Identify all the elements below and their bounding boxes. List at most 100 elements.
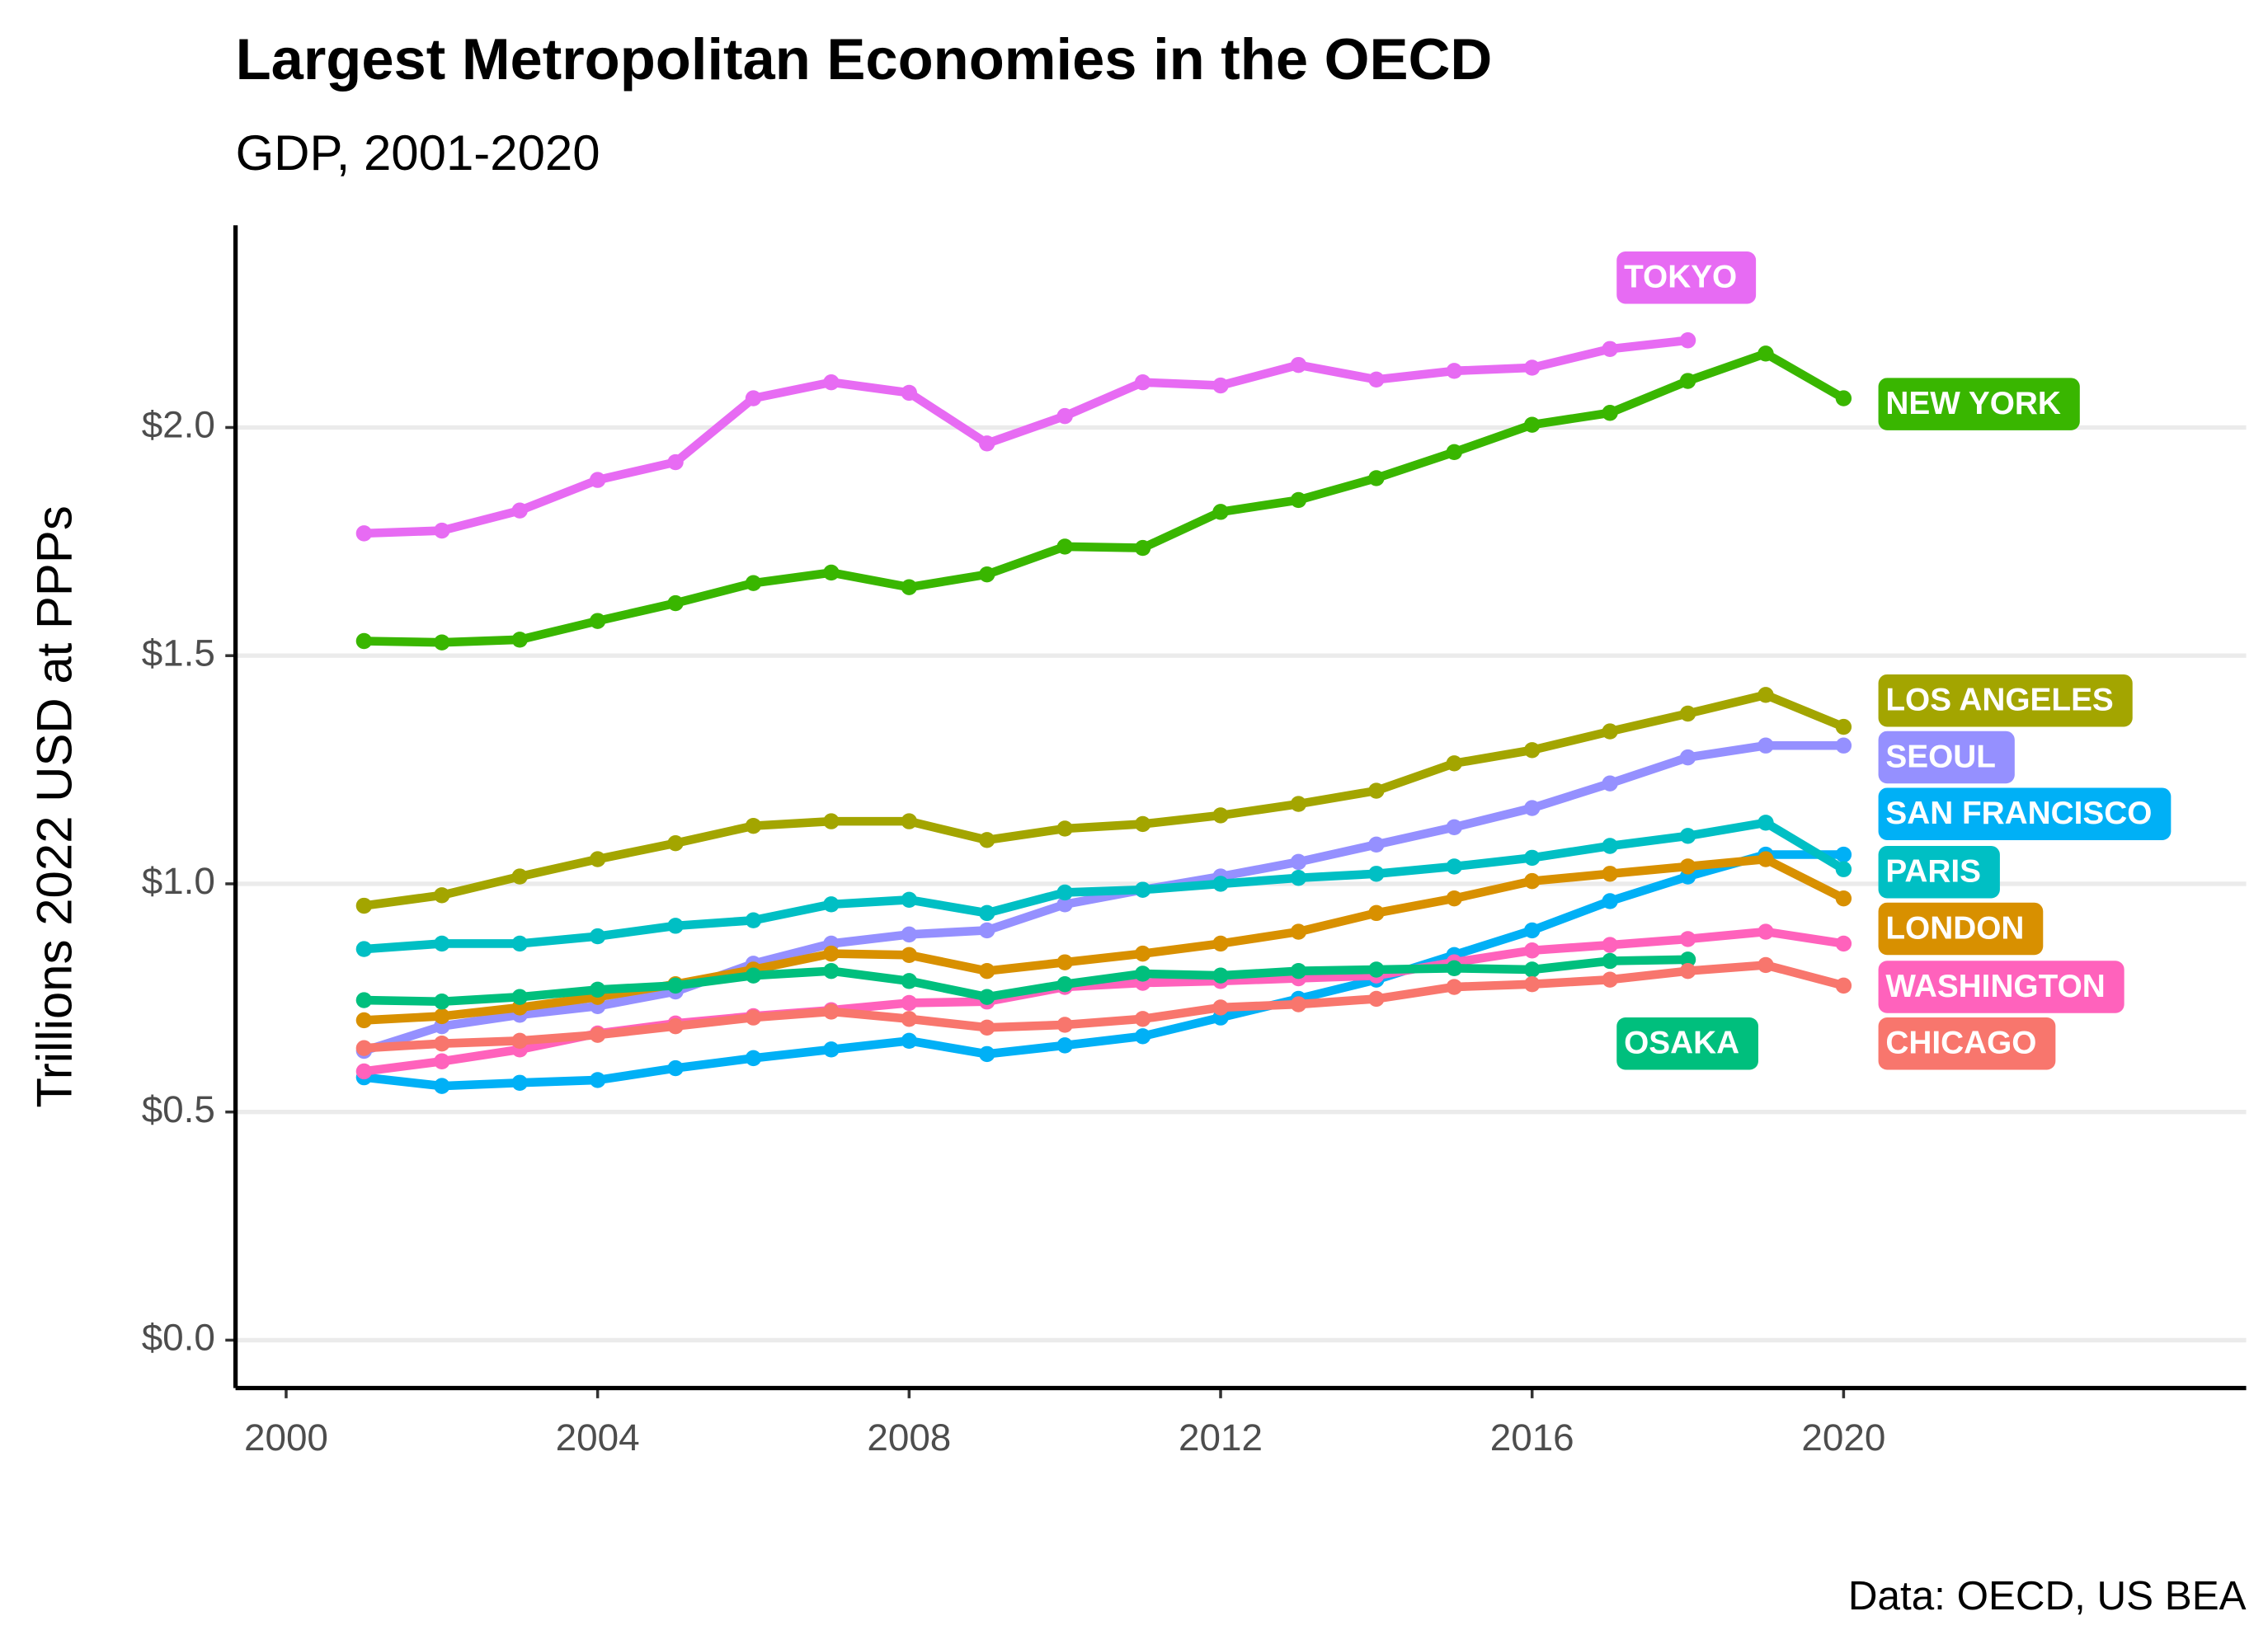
point: [1679, 373, 1696, 389]
point: [823, 962, 840, 980]
point: [1757, 923, 1774, 940]
y-tick-label: $1.0: [142, 860, 215, 902]
point: [1524, 942, 1541, 959]
series-line: [364, 961, 1845, 1053]
x-tick-label: 2004: [556, 1416, 640, 1459]
point: [355, 1063, 373, 1080]
point: [979, 1019, 995, 1036]
point: [589, 928, 606, 945]
point: [1290, 356, 1307, 373]
point: [1368, 836, 1385, 853]
point: [434, 1053, 450, 1069]
chart-subtitle: GDP, 2001-2020: [236, 125, 600, 181]
point: [1446, 979, 1462, 995]
point: [823, 564, 840, 581]
point: [745, 967, 762, 984]
point: [979, 922, 995, 939]
series-label: CHICAGO: [1878, 1017, 2056, 1070]
point: [355, 941, 373, 957]
caption: Data: OECD, US BEA: [1848, 1573, 2247, 1618]
point: [1212, 876, 1229, 892]
label-box: [1616, 251, 1757, 304]
point: [1757, 815, 1774, 831]
x-tick-label: 2012: [1179, 1416, 1263, 1459]
series-label: PARIS: [1878, 846, 2000, 899]
point: [745, 912, 762, 928]
point: [1446, 755, 1462, 772]
point: [1056, 407, 1073, 425]
point: [1679, 858, 1696, 875]
series-line: [364, 336, 1689, 538]
label-box: [1878, 961, 2124, 1013]
point: [1212, 967, 1229, 984]
point: [1524, 961, 1541, 978]
point: [1524, 872, 1541, 890]
point: [1446, 858, 1462, 875]
point: [1602, 866, 1618, 882]
point: [355, 1040, 373, 1056]
point: [355, 897, 373, 914]
point: [1134, 539, 1151, 557]
point: [823, 1003, 840, 1020]
point: [1524, 742, 1541, 759]
point: [1602, 341, 1618, 357]
point: [1602, 405, 1618, 421]
point: [1446, 363, 1462, 379]
point: [901, 579, 918, 595]
series-label: OSAKA: [1616, 1017, 1758, 1070]
point: [589, 981, 606, 998]
label-text: LOS ANGELES: [1885, 683, 2113, 718]
point: [1602, 838, 1618, 854]
label-text: CHICAGO: [1885, 1026, 2036, 1061]
label-text: NEW YORK: [1885, 386, 2061, 421]
point: [589, 472, 606, 488]
point: [1524, 922, 1541, 939]
point: [1679, 749, 1696, 766]
point: [901, 1011, 918, 1027]
point: [434, 887, 450, 904]
point: [1290, 923, 1307, 940]
point: [901, 384, 918, 402]
series-line: [364, 854, 1846, 1025]
point: [1679, 931, 1696, 947]
point: [1602, 937, 1618, 953]
point: [667, 453, 684, 471]
point: [1212, 807, 1229, 824]
label-text: SEOUL: [1885, 739, 1996, 774]
point: [1757, 956, 1774, 974]
point: [355, 992, 373, 1008]
point: [1134, 945, 1151, 962]
point: [1835, 737, 1852, 754]
point: [1679, 962, 1696, 980]
point: [979, 904, 995, 922]
point: [589, 1072, 606, 1088]
series-line: [362, 740, 1844, 1055]
series-label: SEOUL: [1878, 731, 2015, 784]
point: [434, 522, 450, 539]
point: [355, 632, 373, 650]
x-tick-label: 2000: [244, 1416, 328, 1459]
point: [667, 594, 684, 612]
point: [1290, 853, 1307, 871]
point: [355, 1012, 373, 1029]
point: [1056, 538, 1073, 555]
point: [1212, 504, 1229, 520]
point: [511, 502, 528, 519]
label-box: [1878, 674, 2133, 727]
point: [667, 1059, 684, 1077]
point: [979, 1045, 995, 1063]
series-label: LOS ANGELES: [1878, 674, 2133, 727]
point: [1056, 820, 1073, 837]
point: [901, 947, 918, 963]
point: [1524, 359, 1541, 376]
series-line: [364, 955, 1688, 1007]
point: [667, 918, 684, 934]
chart-title: Largest Metropolitan Economies in the OE…: [236, 26, 1493, 92]
point: [1290, 796, 1307, 812]
label-box: [1878, 1017, 2056, 1070]
point: [434, 935, 450, 952]
point: [1602, 952, 1618, 970]
series-label: WASHINGTON: [1878, 961, 2124, 1013]
point: [1212, 999, 1229, 1016]
